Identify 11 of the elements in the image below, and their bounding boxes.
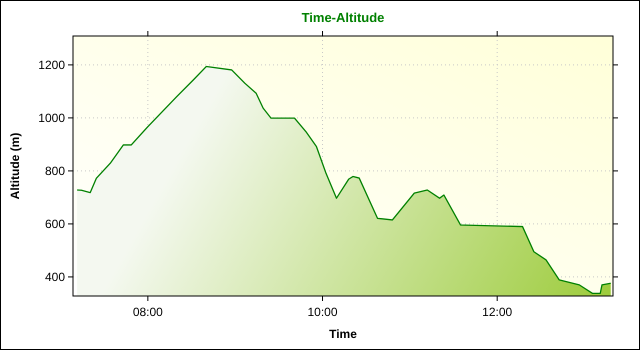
x-tick-label: 08:00 — [132, 305, 164, 319]
x-tick-label: 12:00 — [482, 305, 513, 319]
x-axis-title: Time — [329, 327, 358, 341]
y-tick-label: 400 — [44, 270, 66, 284]
y-tick-label: 800 — [44, 164, 66, 178]
chart-title: Time-Altitude — [302, 10, 384, 25]
y-tick-label: 600 — [44, 216, 66, 231]
y-tick-label: 1200 — [38, 58, 66, 72]
y-tick-label: 1000 — [38, 110, 66, 125]
y-axis-title: Altitude (m) — [8, 132, 22, 200]
x-tick-label: 10:00 — [308, 305, 338, 319]
